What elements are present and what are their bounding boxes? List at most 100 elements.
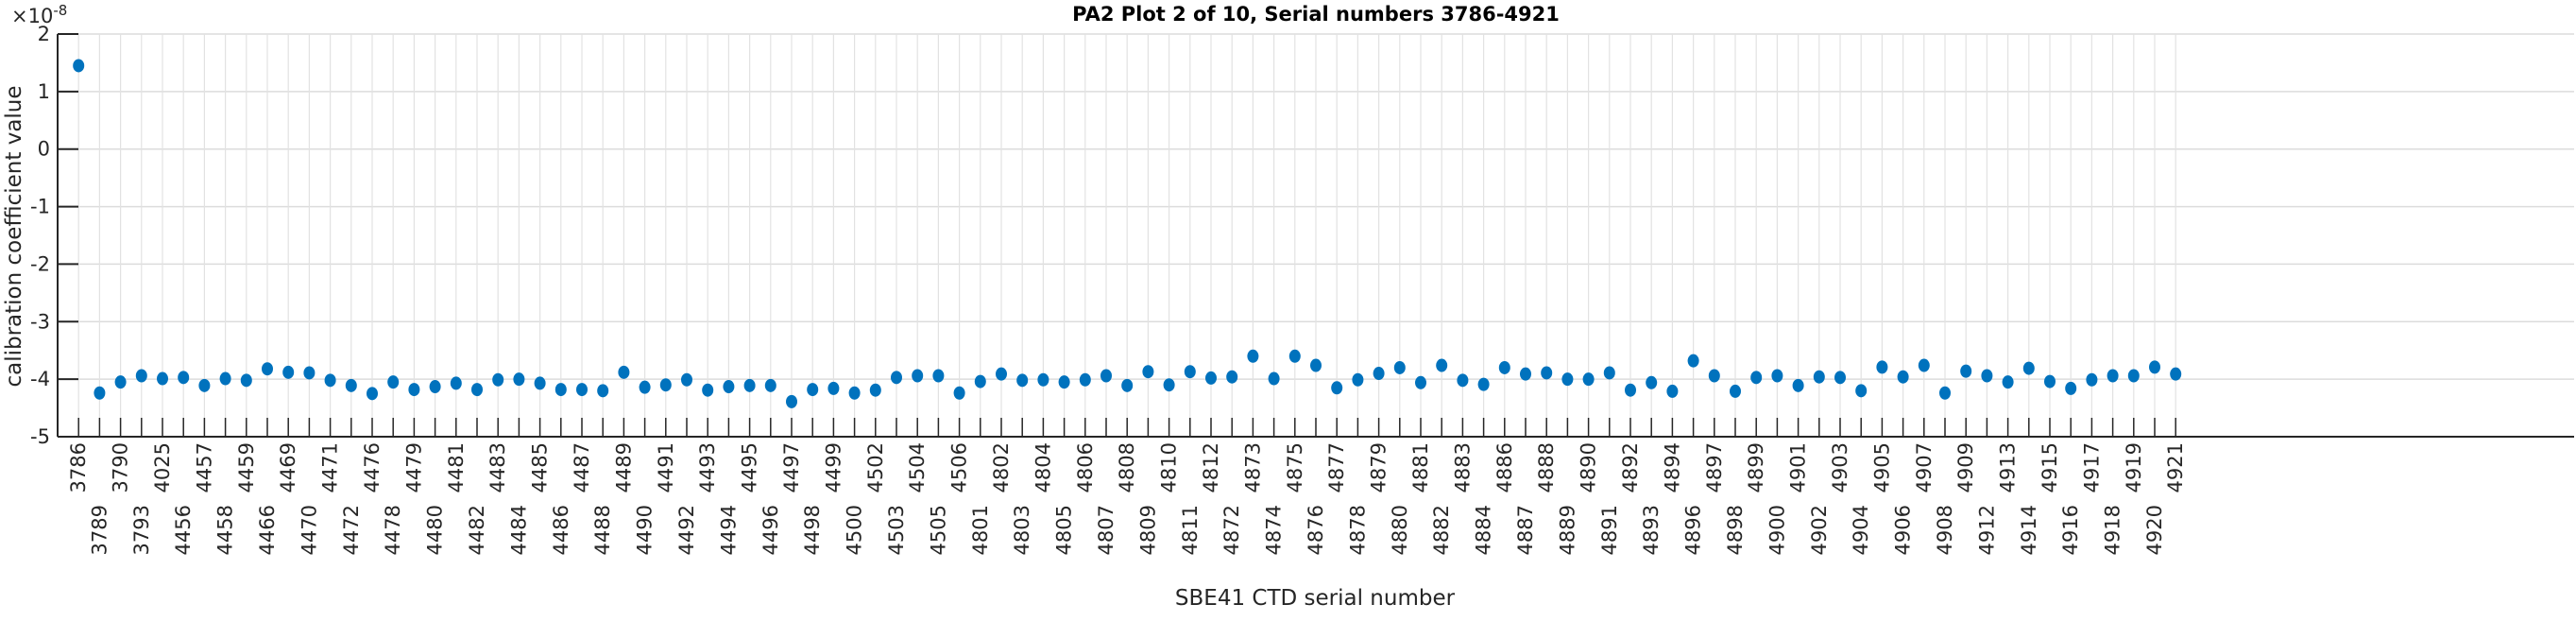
x-tick-label: 4912	[1975, 505, 1998, 555]
x-tick-label: 4492	[675, 505, 698, 555]
data-point	[1457, 373, 1469, 388]
data-point	[786, 394, 797, 408]
x-tick-label: 4810	[1158, 442, 1181, 492]
data-point	[2002, 375, 2014, 389]
x-tick-label: 4875	[1284, 442, 1306, 492]
x-tick-label: 4482	[466, 505, 488, 555]
data-point	[1247, 349, 1259, 363]
data-point	[1393, 360, 1406, 374]
x-tick-label: 4505	[927, 505, 949, 555]
x-tick-label: 4499	[822, 442, 844, 492]
data-point	[1603, 366, 1615, 380]
x-tick-label: 4458	[214, 505, 237, 555]
data-point	[429, 380, 441, 394]
x-tick-label: 4882	[1430, 505, 1453, 555]
data-point	[1288, 349, 1301, 363]
x-tick-label: 4480	[424, 505, 447, 555]
data-point	[94, 386, 106, 400]
data-point	[1184, 365, 1196, 379]
x-tick-label: 4884	[1473, 505, 1495, 555]
x-tick-label: 4503	[885, 505, 908, 555]
x-tick-label: 4891	[1598, 505, 1621, 555]
x-tick-label: 4808	[1116, 442, 1138, 492]
data-point	[450, 376, 462, 390]
data-point	[1541, 366, 1553, 380]
x-tick-label: 4806	[1074, 442, 1097, 492]
x-tick-label: 3793	[130, 505, 153, 555]
x-tick-label: 4897	[1703, 442, 1726, 492]
data-point	[1373, 367, 1385, 381]
data-point	[1981, 369, 1993, 383]
x-tick-label: 4486	[550, 505, 572, 555]
x-tick-label: 4485	[529, 442, 552, 492]
x-tick-label: 4890	[1578, 442, 1600, 492]
data-point	[73, 59, 85, 73]
x-tick-label: 4803	[1011, 505, 1033, 555]
data-point	[1058, 375, 1070, 389]
x-tick-label: 4496	[759, 505, 782, 555]
data-point	[827, 381, 840, 395]
x-tick-label: 4498	[801, 505, 824, 555]
x-tick-label: 4896	[1682, 505, 1705, 555]
y-axis-label: calibration coefficient value	[2, 85, 26, 387]
data-point	[1813, 370, 1825, 384]
data-point	[1687, 354, 1699, 368]
grid	[58, 33, 2574, 438]
x-tick-label: 4919	[2123, 442, 2145, 492]
data-point	[387, 375, 400, 389]
data-point	[639, 380, 651, 394]
x-tick-label: 4902	[1808, 505, 1831, 555]
data-point	[2107, 369, 2119, 383]
x-tick-label: 4914	[2018, 505, 2040, 555]
x-tick-label: 4493	[696, 442, 719, 492]
x-tick-label: 4909	[1954, 442, 1977, 492]
x-tick-label: 4456	[172, 505, 195, 555]
x-tick-label: 4802	[990, 442, 1013, 492]
x-tick-label: 4905	[1870, 442, 1893, 492]
data-point	[1142, 365, 1154, 379]
x-tick-label: 4907	[1913, 442, 1936, 492]
data-point	[367, 387, 378, 401]
x-tick-label: 4488	[591, 505, 614, 555]
x-tick-label: 4490	[634, 505, 657, 555]
data-point	[912, 369, 924, 383]
x-tick-label: 4908	[1934, 505, 1956, 555]
y-tick-label: 2	[38, 23, 50, 45]
x-tick-label: 4479	[402, 442, 425, 492]
x-tick-label: 4887	[1514, 505, 1537, 555]
data-point	[1834, 371, 1846, 385]
x-axis-label: SBE41 CTD serial number	[1175, 586, 1456, 611]
data-point	[1100, 369, 1112, 383]
axis-ticks: -5 -4 -3 -2 -1 0 1 2 3786 3789 3790 3793 4025 4456 445…	[30, 23, 2187, 555]
y-tick-label: -1	[30, 196, 50, 218]
data-point	[262, 362, 273, 376]
data-point	[1708, 369, 1720, 383]
data-point	[576, 383, 588, 397]
x-tick-label: 4873	[1241, 442, 1264, 492]
x-tick-label: 4457	[193, 442, 215, 492]
x-tick-label: 4506	[948, 442, 971, 492]
data-point	[1939, 386, 1951, 400]
data-point	[345, 378, 357, 392]
data-point	[1121, 378, 1134, 392]
data-point	[1331, 381, 1343, 395]
x-tick-label: 4878	[1346, 505, 1369, 555]
data-point	[2170, 367, 2182, 381]
x-tick-label: 4877	[1325, 442, 1348, 492]
data-point	[953, 386, 965, 400]
x-tick-label: 4470	[298, 505, 320, 555]
x-tick-label: 4504	[906, 442, 929, 492]
data-point	[240, 373, 252, 388]
data-points	[73, 59, 2182, 408]
data-point	[1730, 384, 1741, 398]
x-tick-label: 4469	[277, 442, 299, 492]
x-tick-label: 4809	[1136, 505, 1159, 555]
data-point	[996, 367, 1007, 381]
x-tick-label: 4921	[2164, 442, 2187, 492]
x-tick-label: 4807	[1095, 505, 1117, 555]
x-tick-label: 4472	[340, 505, 363, 555]
data-point	[848, 386, 861, 400]
data-point	[1037, 372, 1049, 387]
data-point	[324, 373, 336, 388]
